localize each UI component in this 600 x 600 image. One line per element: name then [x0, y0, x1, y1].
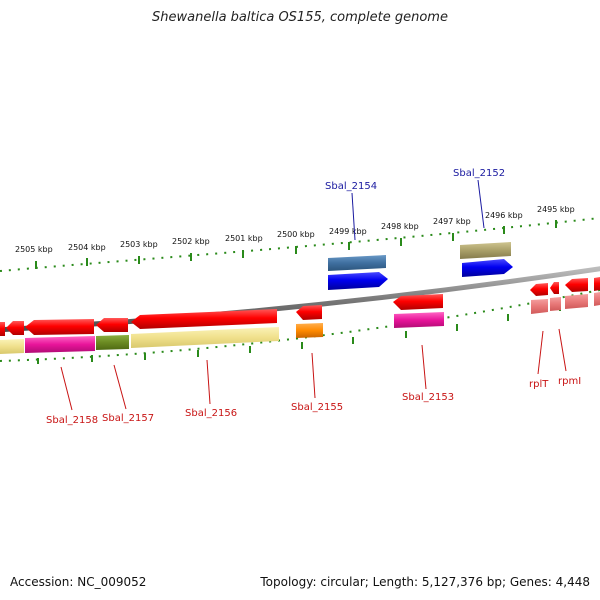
gene-arrow-small[interactable]	[6, 321, 24, 335]
gene-label-sbal-2154[interactable]: Sbal_2154	[325, 181, 377, 192]
gene-label-rplt[interactable]: rplT	[529, 379, 549, 390]
gene-label-sbal-2152[interactable]: Sbal_2152	[453, 168, 505, 179]
gene-arrow-sbal-2156[interactable]	[131, 309, 277, 329]
reverse-genes	[0, 277, 600, 336]
tick-label: 2496 kbp	[485, 211, 523, 220]
cog-band-sbal-2158	[25, 336, 95, 353]
tick-label: 2503 kbp	[120, 240, 158, 249]
cog-band-sbal-2157	[96, 335, 129, 350]
cog-band-sbal-2152	[460, 242, 511, 259]
tick-label: 2500 kbp	[277, 230, 315, 239]
forward-genes	[328, 242, 513, 290]
gene-label-sbal-2157[interactable]: Sbal_2157	[102, 413, 154, 424]
gene-label-sbal-2156[interactable]: Sbal_2156	[185, 408, 237, 419]
gene-arrow-sbal-2154[interactable]	[328, 272, 388, 290]
gene-arrow-sbal-2153[interactable]	[393, 294, 443, 310]
gene-arrow-sbal-2152[interactable]	[462, 259, 513, 277]
cog-band-rpmi	[550, 297, 561, 311]
gene-label-sbal-2153[interactable]: Sbal_2153	[402, 392, 454, 403]
genome-summary-text: Topology: circular; Length: 5,127,376 bp…	[260, 575, 590, 589]
gene-arrow-sbal-2158[interactable]	[25, 319, 94, 335]
cog-band-sbal-2154	[328, 255, 386, 271]
gene-label-rpmi[interactable]: rpmI	[558, 376, 581, 387]
gene-arrow-sbal-2157[interactable]	[96, 318, 128, 332]
cog-band-sbal-2153	[394, 312, 444, 328]
tick-label: 2495 kbp	[537, 205, 575, 214]
gene-label-sbal-2158[interactable]: Sbal_2158	[46, 415, 98, 426]
tick-label: 2504 kbp	[68, 243, 106, 252]
tick-label: 2497 kbp	[433, 217, 471, 226]
label-leaders	[60, 179, 567, 411]
forward-gene-labels: Sbal_2154 Sbal_2152	[325, 168, 505, 192]
kbp-tick-labels: 2505 kbp 2504 kbp 2503 kbp 2502 kbp 2501…	[15, 205, 575, 254]
cog-band-sbal-2156	[131, 327, 279, 348]
gene-arrow-right-2[interactable]	[594, 277, 600, 291]
gene-arrow-rpmi[interactable]	[550, 282, 559, 294]
gene-arrow-partial[interactable]	[0, 322, 5, 336]
cog-band	[594, 292, 600, 306]
reverse-cog-bands	[0, 292, 600, 354]
reverse-gene-labels: Sbal_2158 Sbal_2157 Sbal_2156 Sbal_2155 …	[46, 376, 581, 426]
map-title: Shewanella baltica OS155, complete genom…	[152, 10, 448, 25]
tick-label: 2502 kbp	[172, 237, 210, 246]
tick-label: 2501 kbp	[225, 234, 263, 243]
cog-band	[0, 339, 24, 354]
gene-label-sbal-2155[interactable]: Sbal_2155	[291, 402, 343, 413]
cog-band	[565, 294, 588, 309]
cog-band-sbal-2155	[296, 323, 323, 338]
accession-text: Accession: NC_009052	[10, 575, 147, 589]
tick-label: 2498 kbp	[381, 222, 419, 231]
gene-arrow-sbal-2155[interactable]	[296, 305, 322, 320]
cog-band-rplt	[531, 299, 548, 314]
tick-label: 2499 kbp	[329, 227, 367, 236]
outer-major-ticks	[35, 220, 557, 269]
tick-label: 2505 kbp	[15, 245, 53, 254]
gene-arrow-right-1[interactable]	[565, 278, 588, 292]
gene-arrow-rplt[interactable]	[530, 283, 548, 296]
